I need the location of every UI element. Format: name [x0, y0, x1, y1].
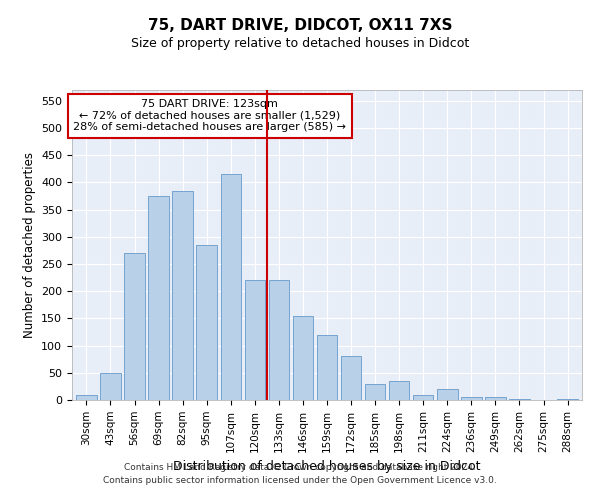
Y-axis label: Number of detached properties: Number of detached properties: [23, 152, 35, 338]
Bar: [461, 398, 482, 400]
Bar: [437, 389, 458, 400]
Bar: [148, 196, 169, 400]
Bar: [269, 280, 289, 400]
Bar: [100, 373, 121, 400]
Bar: [293, 316, 313, 400]
Text: 75 DART DRIVE: 123sqm
← 72% of detached houses are smaller (1,529)
28% of semi-d: 75 DART DRIVE: 123sqm ← 72% of detached …: [73, 100, 346, 132]
Bar: [485, 398, 506, 400]
Bar: [124, 253, 145, 400]
Bar: [557, 399, 578, 400]
Bar: [365, 384, 385, 400]
X-axis label: Distribution of detached houses by size in Didcot: Distribution of detached houses by size …: [173, 460, 481, 473]
Text: Contains HM Land Registry data © Crown copyright and database right 2024.: Contains HM Land Registry data © Crown c…: [124, 464, 476, 472]
Text: Contains public sector information licensed under the Open Government Licence v3: Contains public sector information licen…: [103, 476, 497, 485]
Bar: [413, 394, 433, 400]
Bar: [172, 190, 193, 400]
Bar: [389, 381, 409, 400]
Bar: [341, 356, 361, 400]
Bar: [221, 174, 241, 400]
Bar: [76, 394, 97, 400]
Bar: [509, 399, 530, 400]
Text: 75, DART DRIVE, DIDCOT, OX11 7XS: 75, DART DRIVE, DIDCOT, OX11 7XS: [148, 18, 452, 32]
Text: Size of property relative to detached houses in Didcot: Size of property relative to detached ho…: [131, 38, 469, 51]
Bar: [196, 245, 217, 400]
Bar: [317, 334, 337, 400]
Bar: [245, 280, 265, 400]
